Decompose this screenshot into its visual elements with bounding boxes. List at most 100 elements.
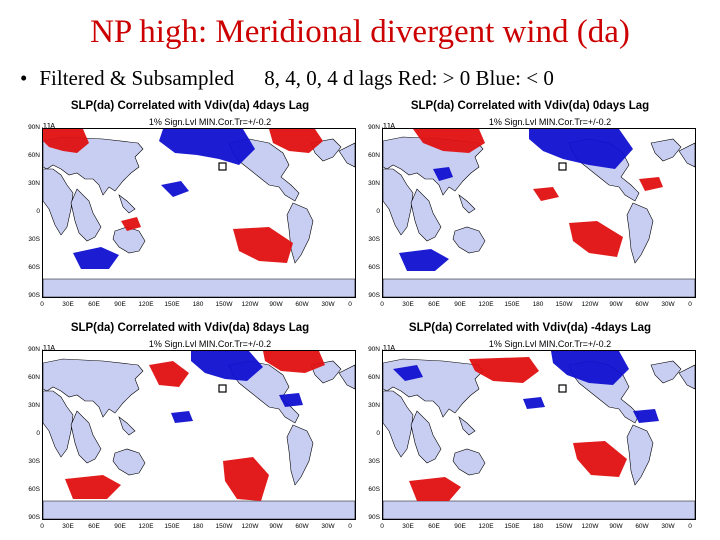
x-tick-label: 30W <box>321 523 335 530</box>
np-high-box-marker <box>218 162 227 171</box>
x-tick-label: 150E <box>504 523 520 530</box>
y-tick-label: 60N <box>28 374 40 381</box>
season-label: JJA <box>382 344 396 353</box>
land-mass <box>383 500 695 519</box>
land-mass <box>112 226 146 254</box>
bullet-line: • Filtered & Subsampled 8, 4, 0, 4 d lags … <box>20 66 554 91</box>
land-mass <box>118 416 136 436</box>
season-label: JJA <box>382 122 396 131</box>
land-mass <box>458 416 476 436</box>
land-mass <box>383 390 414 458</box>
x-tick-label: 120W <box>241 523 259 530</box>
x-tick-label: 30E <box>62 301 74 308</box>
y-tick-label: 0 <box>36 208 40 215</box>
positive-correlation-region <box>263 351 325 373</box>
x-tick-label: 180 <box>532 301 544 308</box>
x-tick-label: 0 <box>348 523 352 530</box>
land-mass <box>70 410 102 464</box>
y-tick-label: 90N <box>28 124 40 131</box>
x-tick-label: 120E <box>138 301 154 308</box>
panel-4: SLP(da) Correlated with Vdiv(da) -4days … <box>360 322 700 534</box>
x-tick-label: 30W <box>661 523 675 530</box>
negative-correlation-region <box>523 397 545 409</box>
panel-subtitle: 1% Sign.Lvl MIN.Cor.Tr=+/-0.2 <box>148 339 272 349</box>
x-tick-label: 180 <box>192 523 204 530</box>
panel-2: SLP(da) Correlated with Vdiv(da) 0days L… <box>360 100 700 312</box>
land-mass <box>338 364 355 390</box>
correlation-map <box>42 128 356 298</box>
land-mass <box>650 360 682 384</box>
panel-title: SLP(da) Correlated with Vdiv(da) 0days L… <box>410 100 650 112</box>
y-tick-label: 60N <box>368 152 380 159</box>
land-mass <box>43 390 74 458</box>
positive-correlation-region <box>469 357 539 383</box>
x-tick-label: 90W <box>609 523 623 530</box>
x-tick-label: 90E <box>454 523 466 530</box>
negative-correlation-region <box>551 351 629 385</box>
land-mass <box>286 424 314 486</box>
positive-correlation-region <box>573 441 627 477</box>
x-tick-label: 60W <box>635 301 649 308</box>
y-tick-label: 30N <box>28 402 40 409</box>
land-mass <box>458 194 476 214</box>
x-tick-label: 0 <box>380 301 384 308</box>
y-tick-label: 60S <box>368 264 380 271</box>
world-map <box>383 129 695 297</box>
negative-correlation-region <box>73 247 119 269</box>
land-mass <box>286 202 314 264</box>
x-tick-label: 120E <box>478 523 494 530</box>
x-tick-label: 60W <box>295 301 309 308</box>
y-tick-label: 90S <box>28 514 40 521</box>
bullet-right-text: 8, 4, 0, 4 d lags Red: > 0 Blue: < 0 <box>264 66 554 90</box>
y-tick-label: 90N <box>368 346 380 353</box>
land-mass <box>43 278 355 297</box>
negative-correlation-region <box>529 129 633 169</box>
y-tick-label: 0 <box>36 430 40 437</box>
land-mass <box>383 278 695 297</box>
panel-3: SLP(da) Correlated with Vdiv(da) 8days L… <box>20 322 360 534</box>
land-mass <box>626 424 654 486</box>
x-tick-label: 120W <box>241 301 259 308</box>
bullet-left-text: Filtered & Subsampled <box>39 66 235 90</box>
panel-title: SLP(da) Correlated with Vdiv(da) 4days L… <box>70 100 310 112</box>
positive-correlation-region <box>43 129 89 153</box>
y-tick-label: 90S <box>368 292 380 299</box>
y-tick-label: 60S <box>368 486 380 493</box>
land-mass <box>43 358 144 418</box>
x-tick-label: 150E <box>504 301 520 308</box>
negative-correlation-region <box>393 365 423 381</box>
land-mass <box>43 500 355 519</box>
x-tick-label: 30E <box>402 301 414 308</box>
x-tick-label: 0 <box>348 301 352 308</box>
bullet-marker: • <box>20 66 28 90</box>
negative-correlation-region <box>159 129 255 165</box>
land-mass <box>383 168 414 236</box>
y-tick-label: 0 <box>376 208 380 215</box>
x-tick-label: 120W <box>581 523 599 530</box>
x-tick-label: 0 <box>380 523 384 530</box>
x-tick-label: 120E <box>138 523 154 530</box>
x-tick-label: 60W <box>295 523 309 530</box>
panel-title: SLP(da) Correlated with Vdiv(da) -4days … <box>408 322 652 334</box>
x-tick-label: 180 <box>532 523 544 530</box>
x-tick-label: 60E <box>428 301 440 308</box>
negative-correlation-region <box>279 393 303 407</box>
y-tick-label: 30N <box>368 180 380 187</box>
x-tick-label: 150E <box>164 523 180 530</box>
y-tick-label: 60N <box>368 374 380 381</box>
np-high-box-marker <box>218 384 227 393</box>
x-tick-label: 30W <box>661 301 675 308</box>
y-tick-label: 90S <box>28 292 40 299</box>
x-tick-label: 90E <box>114 301 126 308</box>
y-tick-label: 30S <box>28 458 40 465</box>
x-tick-label: 150W <box>555 301 573 308</box>
x-tick-label: 30E <box>62 523 74 530</box>
positive-correlation-region <box>409 477 461 501</box>
panel-subtitle: 1% Sign.Lvl MIN.Cor.Tr=+/-0.2 <box>488 117 612 127</box>
panel-subtitle: 1% Sign.Lvl MIN.Cor.Tr=+/-0.2 <box>148 117 272 127</box>
x-tick-label: 90E <box>114 523 126 530</box>
y-tick-label: 30N <box>28 180 40 187</box>
x-tick-label: 120E <box>478 301 494 308</box>
land-mass <box>338 142 355 168</box>
x-tick-label: 60E <box>88 301 100 308</box>
